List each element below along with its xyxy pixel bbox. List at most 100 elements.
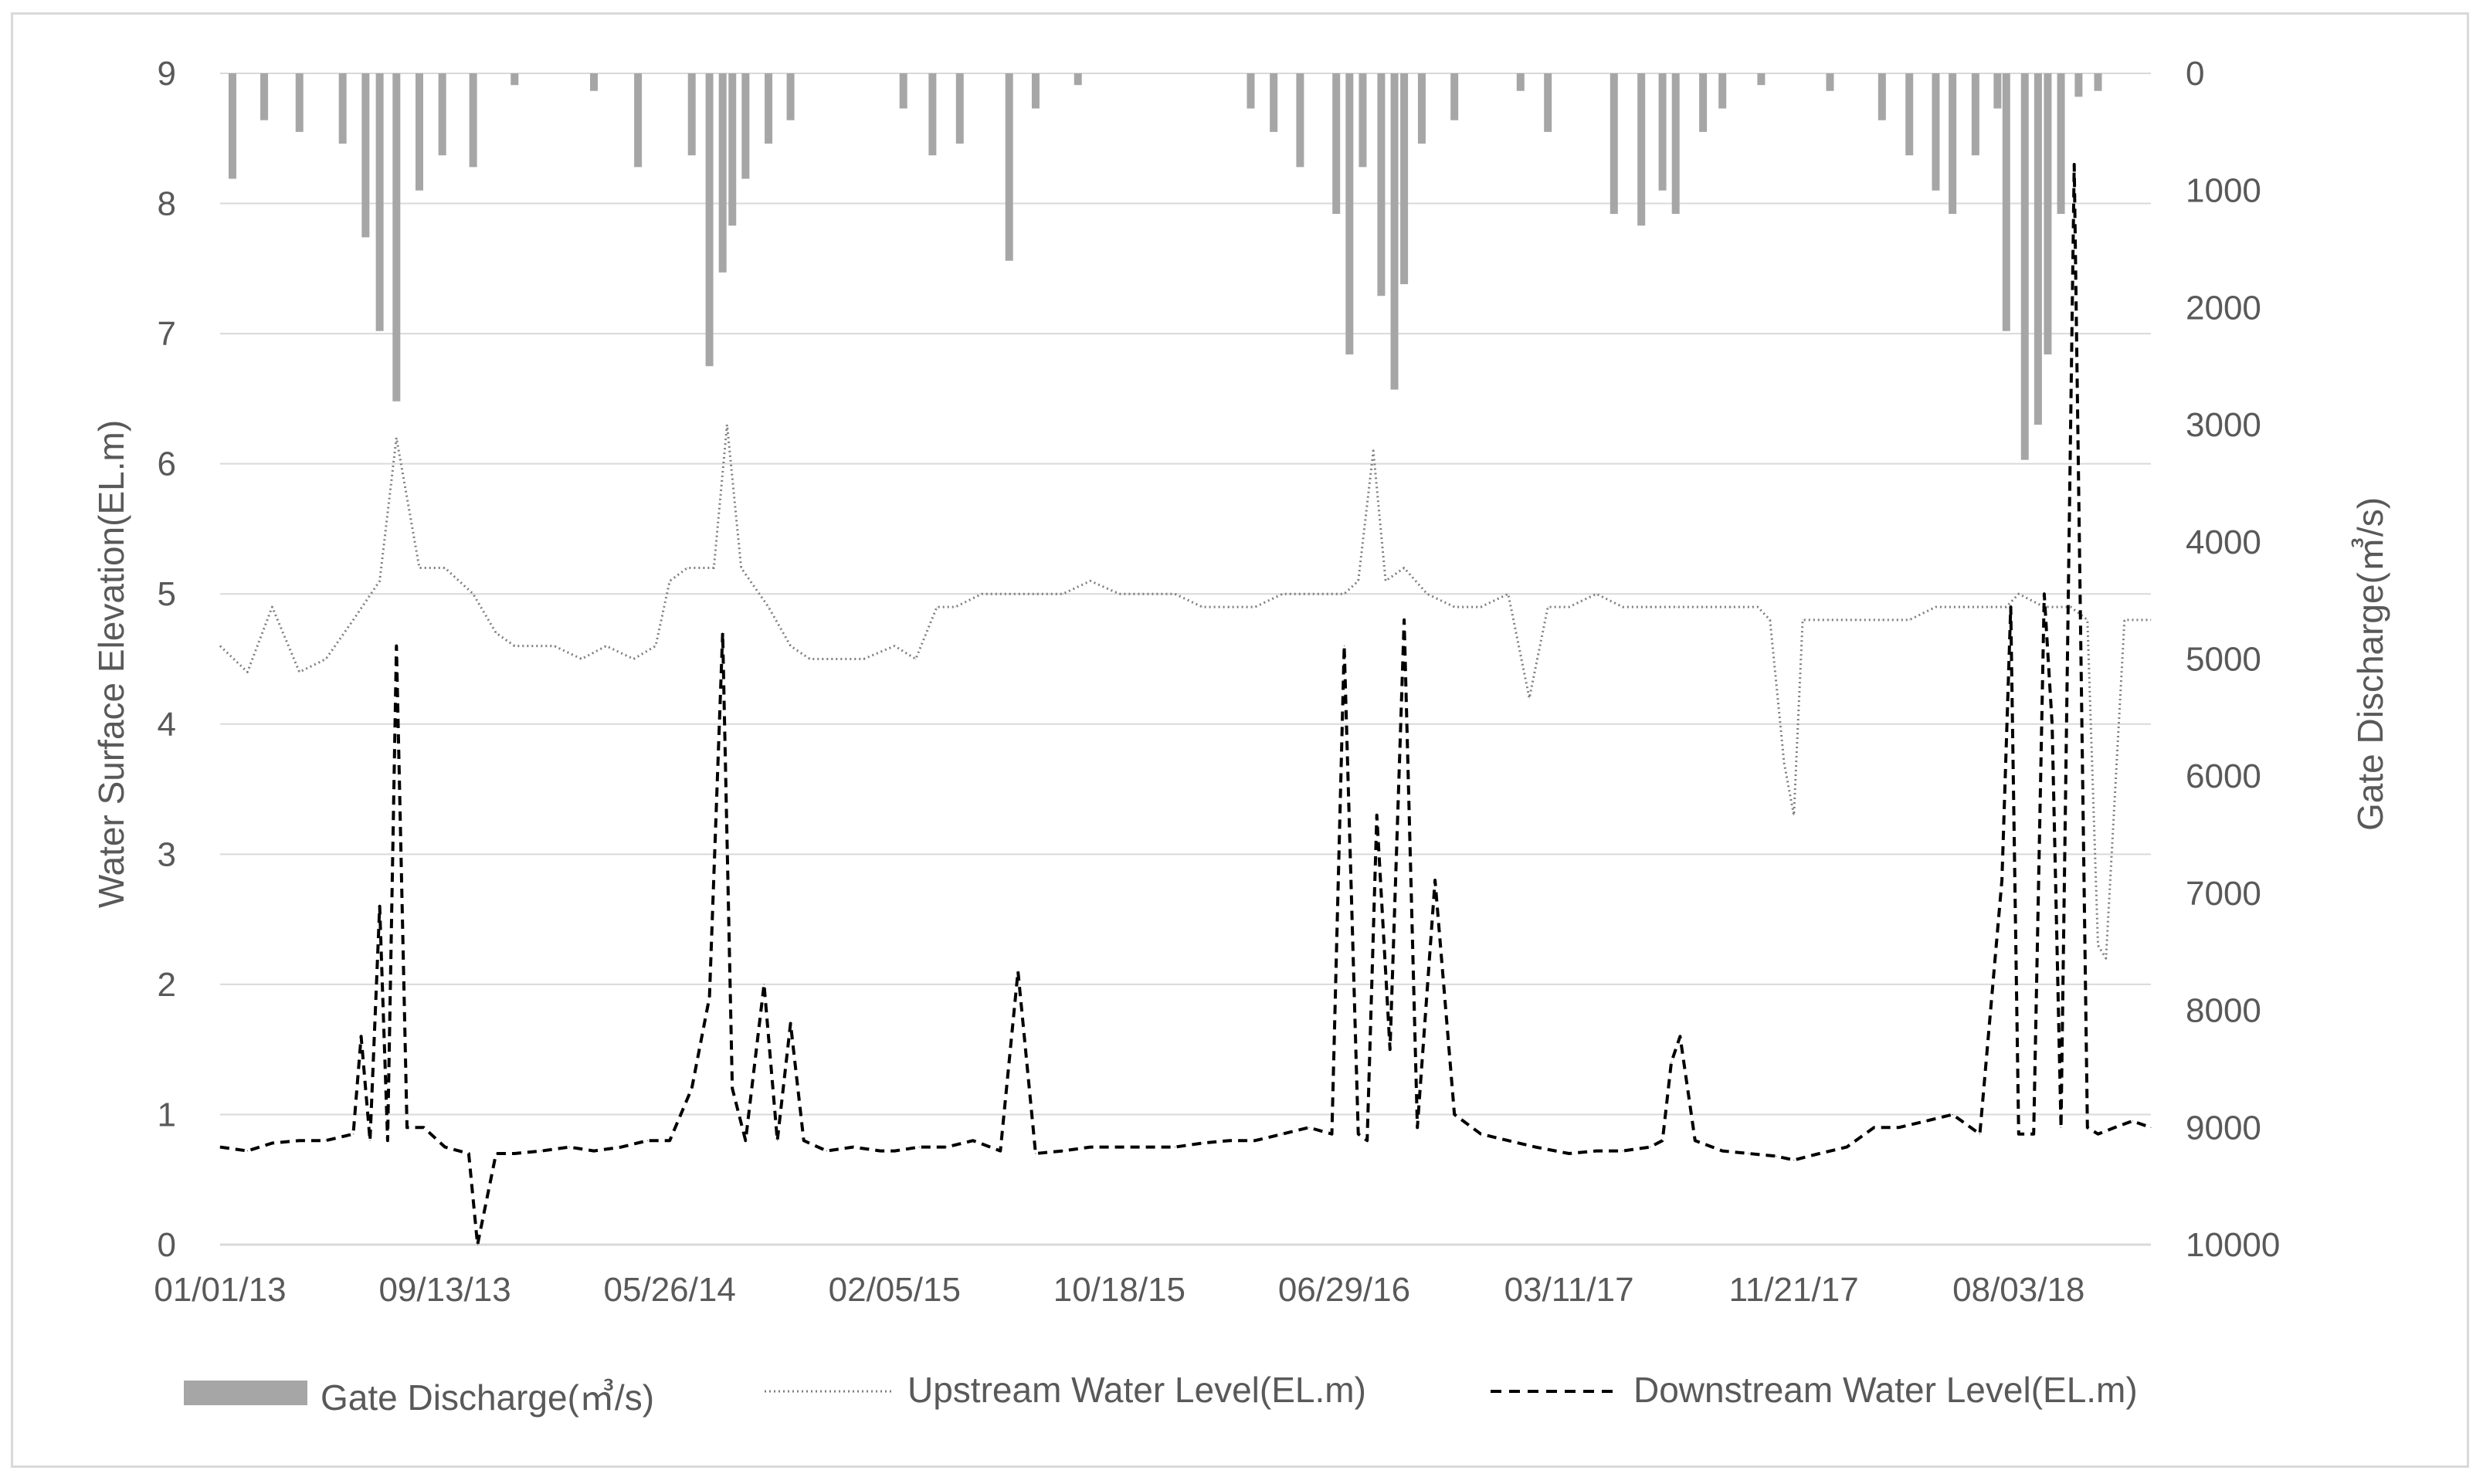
upstream-line-point [1426,593,1428,595]
downstream-line-point [722,632,724,634]
upstream-line-point [2087,619,2088,621]
downstream-line-point [2010,606,2011,608]
upstream-line-point [1454,606,1455,608]
downstream-line-point [1331,1133,1332,1135]
upstream-line-point [1962,606,1964,608]
downstream-line-point [2018,1133,2020,1135]
x-tick-label: 05/26/14 [604,1271,736,1309]
downstream-line-point [803,1140,805,1141]
downstream-line-point [972,1140,974,1141]
upstream-line-point [605,645,607,647]
discharge-bar [511,73,519,86]
legend-label-upstream: Upstream Water Level(EL.m) [907,1370,1366,1410]
upstream-line-point [495,632,497,634]
downstream-line-point [1979,1133,1981,1135]
discharge-bar [1345,73,1354,355]
downstream-line-point [423,1127,425,1128]
right-axis-title: Gate Discharge(㎥/s) [2350,497,2390,831]
right-tick-label: 7000 [2186,875,2261,913]
upstream-line-point [1118,593,1120,595]
upstream-line-point [352,619,354,621]
x-tick-label: 02/05/15 [829,1271,961,1309]
discharge-bar [634,73,643,168]
upstream-line-point [2018,593,2020,595]
downstream-line-point [1721,1150,1723,1152]
downstream-line-point [1416,1127,1418,1128]
upstream-line-point [1769,619,1771,621]
discharge-bar [1516,73,1525,91]
discharge-bar [1718,73,1727,109]
upstream-line-point [395,437,397,439]
discharge-bar [1878,73,1886,120]
downstream-line-point [1308,1127,1310,1128]
discharge-bar [469,73,477,168]
upstream-line-point [655,645,656,647]
discharge-bar [1359,73,1367,168]
upstream-line-point [554,645,555,647]
downstream-line-point [709,997,711,998]
right-tick-label: 9000 [2186,1109,2261,1147]
upstream-line-point [768,606,769,608]
discharge-bar [1971,73,1979,156]
upstream-line-point [299,671,300,673]
discharge-bar [1417,73,1426,144]
downstream-line-point [691,1088,693,1089]
right-tick-label: 8000 [2186,992,2261,1030]
downstream-line-point [1343,645,1345,647]
discharge-bar [1699,73,1708,132]
upstream-line-point [1676,606,1677,608]
discharge-bar [2074,73,2083,97]
upstream-line-point [1372,450,1374,452]
discharge-bar [1658,73,1667,191]
discharge-bar [1671,73,1680,215]
upstream-line-point [790,645,792,647]
left-tick-label: 0 [158,1226,176,1264]
downstream-line-point [1898,1127,1900,1128]
upstream-line-point [1881,619,1883,621]
downstream-line-point [395,645,397,647]
discharge-bar [392,73,401,401]
discharge-bar [2002,73,2010,331]
discharge-bar [415,73,423,191]
right-axis-tick-labels: 0 1000 2000 3000 4000 5000 6000 7000 8000 9000 100… [2186,55,2280,1264]
x-tick-label: 06/29/16 [1278,1271,1410,1309]
downstream-line-point [745,1140,746,1141]
discharge-bar [1390,73,1399,390]
right-tick-label: 2000 [2186,289,2261,327]
downstream-line-point [2132,1120,2133,1122]
discharge-bar [687,73,696,156]
discharge-bar [1332,73,1341,215]
left-tick-label: 3 [158,835,176,873]
downstream-line-point [776,1140,778,1141]
downstream-line-point [1694,1140,1696,1141]
upstream-line-point [1989,606,1990,608]
legend-swatch-discharge [184,1381,307,1405]
upstream-line-point [894,645,895,647]
downstream-line-point [1017,971,1019,972]
upstream-line-point [1308,593,1310,595]
x-axis-tick-labels: 01/01/13 09/13/13 05/26/14 02/05/15 10/18/15… [154,1271,2084,1309]
discharge-bar [2094,73,2102,91]
discharge-bar [1610,73,1618,215]
downstream-water-level-series [219,163,2152,1246]
x-tick-label: 01/01/13 [154,1271,286,1309]
left-axis-tick-labels: 0 1 2 3 4 5 6 7 8 9 [158,55,176,1264]
discharge-bar [1757,73,1766,86]
downstream-line-point [2087,1127,2088,1128]
downstream-line-point [593,1150,595,1152]
discharge-bar [955,73,964,144]
downstream-line-point [647,1140,649,1141]
upstream-line-point [1254,606,1256,608]
discharge-bar [1400,73,1409,285]
right-tick-label: 4000 [2186,523,2261,561]
left-tick-label: 2 [158,966,176,1004]
left-tick-label: 7 [158,315,176,353]
upstream-line-point [1703,606,1705,608]
upstream-line-point [1528,697,1530,699]
right-tick-label: 10000 [2186,1226,2280,1264]
discharge-bar [295,73,304,132]
downstream-line-point [541,1150,543,1152]
discharge-bar [228,73,236,179]
discharge-bar [786,73,795,120]
discharge-bar [741,73,750,179]
